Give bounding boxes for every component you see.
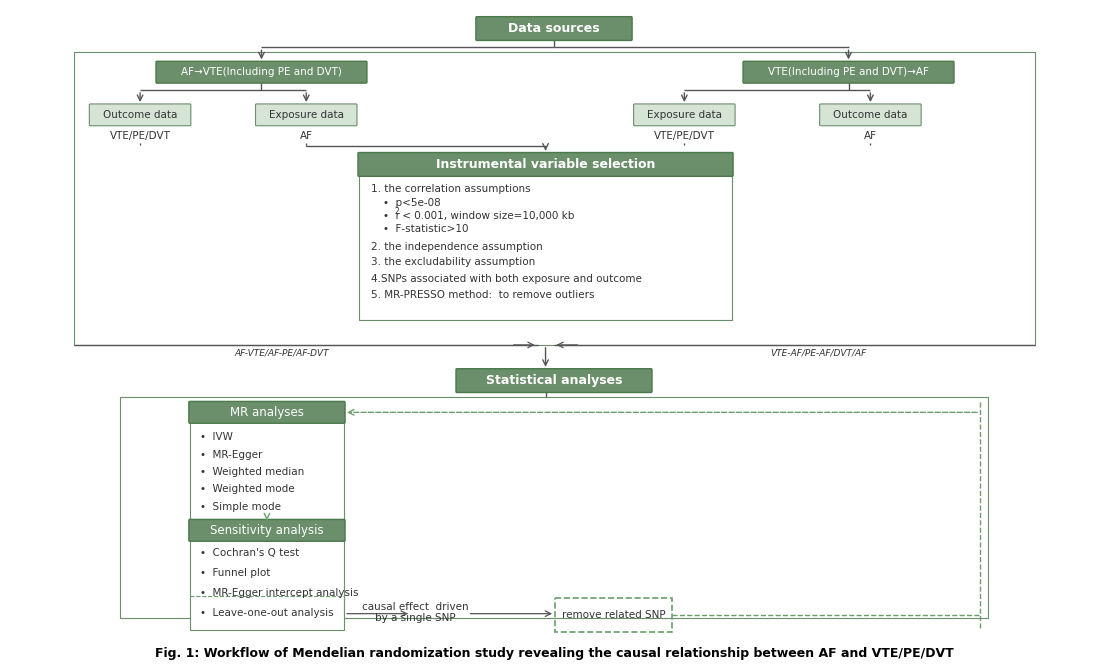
Bar bbox=[120, 397, 988, 618]
Text: •  Cochran's Q test: • Cochran's Q test bbox=[199, 548, 299, 558]
FancyBboxPatch shape bbox=[188, 520, 345, 541]
Text: 3. the excludability assumption: 3. the excludability assumption bbox=[371, 257, 535, 267]
Text: •  Weighted mode: • Weighted mode bbox=[199, 484, 295, 494]
Text: causal effect  driven
by a single SNP: causal effect driven by a single SNP bbox=[362, 602, 469, 623]
Text: •  Funnel plot: • Funnel plot bbox=[199, 568, 270, 578]
Text: Fig. 1: Workflow of Mendelian randomization study revealing the causal relations: Fig. 1: Workflow of Mendelian randomizat… bbox=[155, 647, 953, 661]
Text: VTE(Including PE and DVT)→AF: VTE(Including PE and DVT)→AF bbox=[768, 67, 929, 77]
FancyBboxPatch shape bbox=[820, 104, 921, 126]
Text: Exposure data: Exposure data bbox=[269, 110, 343, 120]
Text: 5. MR-PRESSO method:  to remove outliers: 5. MR-PRESSO method: to remove outliers bbox=[371, 290, 594, 300]
Text: •  Weighted median: • Weighted median bbox=[199, 467, 304, 477]
Text: •  IVW: • IVW bbox=[199, 432, 233, 442]
Text: •  MR-Egger intercept analysis: • MR-Egger intercept analysis bbox=[199, 588, 358, 598]
Text: remove related SNP: remove related SNP bbox=[562, 610, 666, 620]
Text: MR analyses: MR analyses bbox=[230, 406, 304, 419]
Bar bbox=[555, 598, 673, 633]
Text: 4.SNPs associated with both exposure and outcome: 4.SNPs associated with both exposure and… bbox=[371, 273, 642, 283]
Text: < 0.001, window size=10,000 kb: < 0.001, window size=10,000 kb bbox=[399, 211, 574, 221]
Text: VTE-AF/PE-AF/DVT/AF: VTE-AF/PE-AF/DVT/AF bbox=[770, 349, 866, 358]
Text: VTE/PE/DVT: VTE/PE/DVT bbox=[110, 131, 171, 141]
Text: Outcome data: Outcome data bbox=[103, 110, 177, 120]
Text: •  F-statistic>10: • F-statistic>10 bbox=[383, 224, 469, 234]
Bar bbox=[189, 540, 345, 629]
FancyBboxPatch shape bbox=[188, 401, 345, 424]
Text: 2. the independence assumption: 2. the independence assumption bbox=[371, 242, 543, 252]
Text: •  Simple mode: • Simple mode bbox=[199, 502, 280, 512]
Text: •  p<5e-08: • p<5e-08 bbox=[383, 198, 441, 208]
Text: VTE/PE/DVT: VTE/PE/DVT bbox=[654, 131, 715, 141]
Text: 1. the correlation assumptions: 1. the correlation assumptions bbox=[371, 184, 531, 194]
Bar bbox=[359, 175, 732, 320]
Text: AF: AF bbox=[864, 131, 876, 141]
FancyBboxPatch shape bbox=[476, 17, 632, 41]
Bar bbox=[189, 422, 345, 520]
Text: 2: 2 bbox=[394, 207, 400, 216]
FancyBboxPatch shape bbox=[358, 152, 733, 176]
FancyBboxPatch shape bbox=[743, 61, 954, 83]
FancyBboxPatch shape bbox=[156, 61, 367, 83]
Text: •  Leave-one-out analysis: • Leave-one-out analysis bbox=[199, 608, 334, 618]
FancyBboxPatch shape bbox=[456, 369, 652, 393]
Text: AF-VTE/AF-PE/AF-DVT: AF-VTE/AF-PE/AF-DVT bbox=[234, 349, 329, 358]
Text: Instrumental variable selection: Instrumental variable selection bbox=[435, 158, 655, 171]
FancyBboxPatch shape bbox=[256, 104, 357, 126]
Text: AF→VTE(Including PE and DVT): AF→VTE(Including PE and DVT) bbox=[181, 67, 342, 77]
Bar bbox=[74, 52, 1035, 345]
Text: Statistical analyses: Statistical analyses bbox=[485, 374, 623, 387]
Text: •  MR-Egger: • MR-Egger bbox=[199, 450, 263, 460]
Text: Exposure data: Exposure data bbox=[647, 110, 721, 120]
Text: Outcome data: Outcome data bbox=[833, 110, 907, 120]
FancyBboxPatch shape bbox=[634, 104, 735, 126]
Text: •  r: • r bbox=[383, 211, 400, 221]
Text: AF: AF bbox=[300, 131, 312, 141]
Text: Sensitivity analysis: Sensitivity analysis bbox=[211, 524, 324, 537]
FancyBboxPatch shape bbox=[90, 104, 191, 126]
Text: Data sources: Data sources bbox=[509, 22, 599, 35]
